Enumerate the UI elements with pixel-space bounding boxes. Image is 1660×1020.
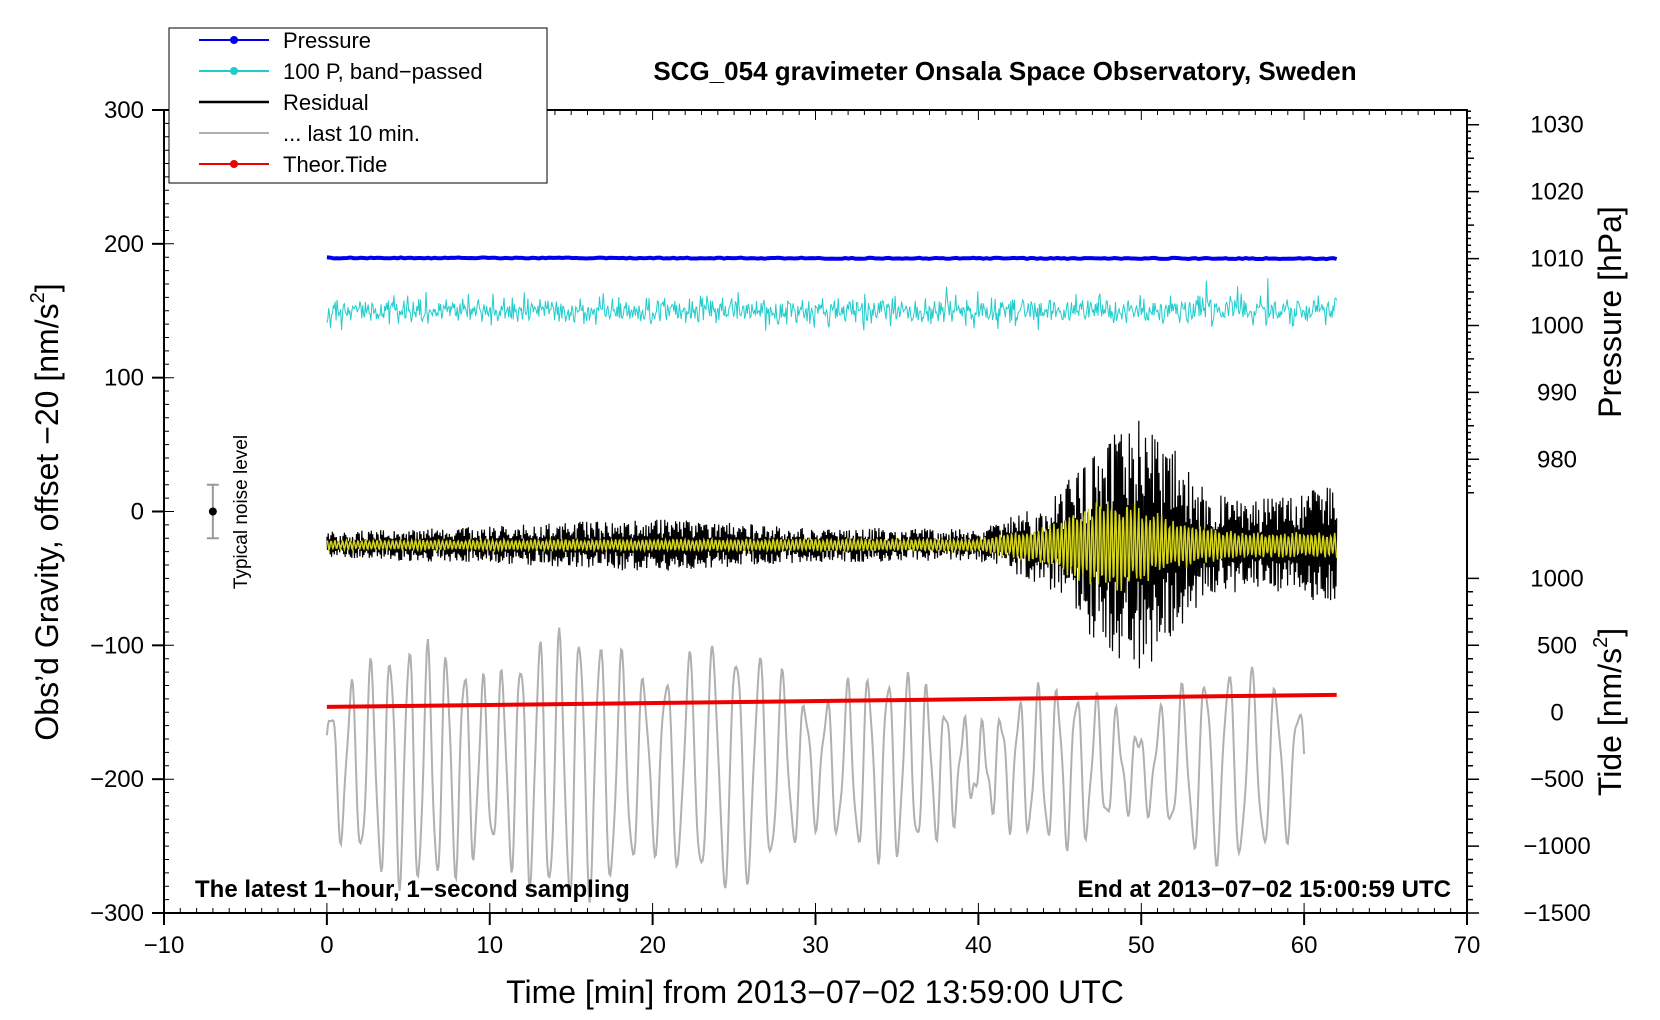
noise-level-indicator <box>206 483 219 540</box>
series-layer <box>325 255 1338 903</box>
x-tick-label: 60 <box>1291 932 1318 959</box>
pressure-tick-label: 1000 <box>1530 312 1583 339</box>
x-tick-label: 0 <box>320 932 333 959</box>
pressure-tick-label: 990 <box>1537 379 1577 406</box>
x-tick-label: 40 <box>965 932 992 959</box>
legend-label: 100 P, band−passed <box>283 59 483 84</box>
legend-marker <box>230 36 238 44</box>
y-tick-label: −200 <box>90 766 144 793</box>
y-tick-label: 100 <box>104 365 144 392</box>
x-tick-label: 30 <box>802 932 829 959</box>
pressure-tick-label: 1030 <box>1530 112 1583 139</box>
series-residual-filtered <box>326 501 1338 592</box>
y-axis-tide-label-end: ] <box>1592 628 1628 637</box>
legend-items: Pressure 100 P, band−passed Residual ... la… <box>199 28 483 177</box>
tide-tick-label: 1000 <box>1530 565 1583 592</box>
tide-minor-ticks <box>1467 577 1479 914</box>
tide-tick-label: −1500 <box>1523 900 1590 927</box>
y-axis-left: 300 200 100 0 −100 −200 −300 <box>90 97 164 927</box>
x-tick-label: 10 <box>476 932 503 959</box>
y-tick-label: −300 <box>90 900 144 927</box>
legend-marker <box>230 67 238 75</box>
x-tick-label: −10 <box>144 932 185 959</box>
tide-tick-label: 0 <box>1550 699 1563 726</box>
noise-level-label: Typical noise level <box>231 435 252 589</box>
y-tick-label: −100 <box>90 632 144 659</box>
annotation-sampling: The latest 1−hour, 1−second sampling <box>195 876 630 903</box>
y-axis-pressure-label: Pressure [hPa] <box>1592 206 1628 418</box>
pressure-minor-ticks <box>1467 110 1479 494</box>
legend-label: Residual <box>283 90 369 115</box>
series-pressure <box>326 255 1338 262</box>
x-tick-label: 50 <box>1128 932 1155 959</box>
legend-marker <box>230 160 238 168</box>
annotation-end-time: End at 2013−07−02 15:00:59 UTC <box>1077 876 1451 903</box>
pressure-tick-label: 980 <box>1537 446 1577 473</box>
x-axis-label: Time [min] from 2013−07−02 13:59:00 UTC <box>506 974 1124 1010</box>
y-tick-label: 200 <box>104 231 144 258</box>
y-axis-left-label: Obs’d Gravity, offset −20 [nm/s2] <box>27 283 65 740</box>
tide-tick-label: −500 <box>1530 766 1584 793</box>
legend-label: ... last 10 min. <box>283 121 420 146</box>
y-axis-tide-label: Tide [nm/s2] <box>1590 628 1628 796</box>
y-tick-label: 0 <box>131 499 144 526</box>
y-axis-left-label-sup: 2 <box>27 292 49 303</box>
y-axis-tide-label-sup: 2 <box>1590 637 1612 648</box>
y-axis-tide-label-main: Tide [nm/s <box>1592 648 1628 796</box>
chart-title: SCG_054 gravimeter Onsala Space Observat… <box>653 56 1356 86</box>
x-tick-label: 20 <box>639 932 666 959</box>
series-band-passed <box>326 278 1338 331</box>
y-axis-pressure: 1030 1020 1010 1000 990 980 <box>1467 110 1584 494</box>
noise-bar-dot <box>208 507 217 516</box>
tide-tick-label: 500 <box>1537 632 1577 659</box>
series-last-10-min <box>325 627 1306 903</box>
series-theor-tide <box>326 692 1337 709</box>
y-tick-label: 300 <box>104 97 144 124</box>
legend-label: Pressure <box>283 28 371 53</box>
y-axis-tide: 1000 500 0 −500 −1000 −1500 <box>1467 565 1591 927</box>
x-tick-label: 70 <box>1454 932 1481 959</box>
tide-tick-label: −1000 <box>1523 833 1590 860</box>
y-axis-left-label-main: Obs’d Gravity, offset −20 [nm/s <box>29 303 65 740</box>
series-residual <box>326 420 1338 669</box>
legend-label: Theor.Tide <box>283 152 387 177</box>
pressure-tick-label: 1020 <box>1530 179 1583 206</box>
legend-box <box>168 27 548 184</box>
legend: Pressure 100 P, band−passed Residual ... la… <box>168 27 548 184</box>
x-axis: −10 0 10 20 30 40 50 60 70 <box>144 913 1481 959</box>
pressure-tick-label: 1010 <box>1530 246 1583 273</box>
y-axis-left-label-end: ] <box>29 283 65 292</box>
